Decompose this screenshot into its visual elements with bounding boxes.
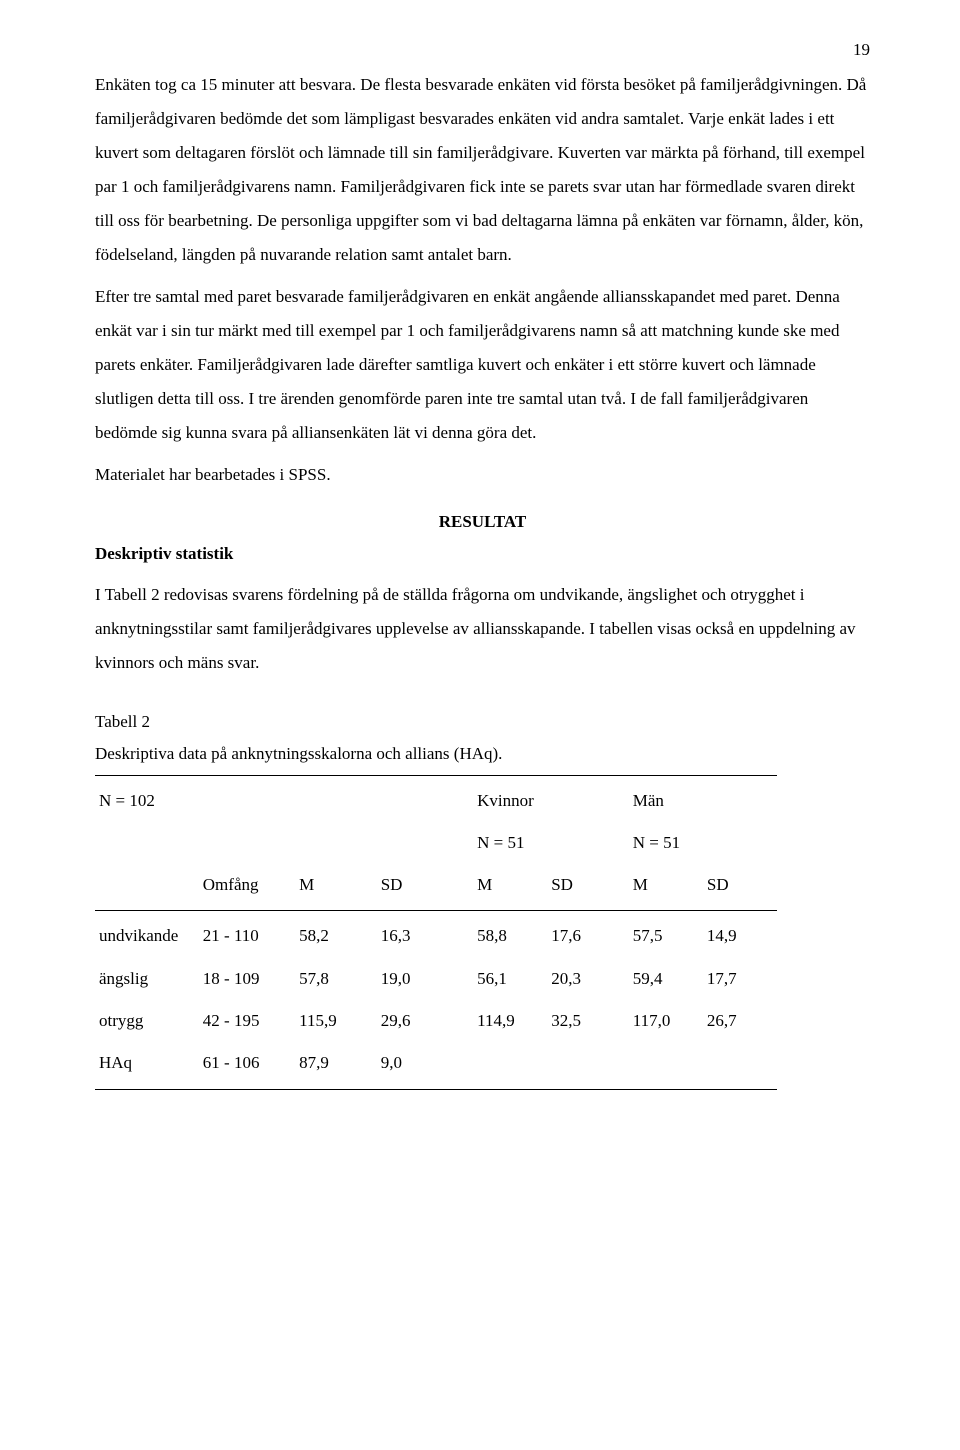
col-sd-women: SD [547,864,629,906]
row-mm: 57,5 [629,915,703,957]
row-sd: 16,3 [377,915,473,957]
row-range: 42 - 195 [199,1000,295,1042]
row-sd: 29,6 [377,1000,473,1042]
row-wm: 114,9 [473,1000,547,1042]
men-n: N = 51 [629,822,777,864]
table-block: Tabell 2 Deskriptiva data på anknytnings… [95,706,870,1090]
table-row: undvikande 21 - 110 58,2 16,3 58,8 17,6 … [95,915,777,957]
table-label: Tabell 2 [95,706,870,738]
paragraph-4: I Tabell 2 redovisas svarens fördelning … [95,578,870,680]
row-mm [629,1042,703,1084]
table-row: HAq 61 - 106 87,9 9,0 [95,1042,777,1084]
row-sd: 19,0 [377,958,473,1000]
row-sd: 9,0 [377,1042,473,1084]
row-mm: 59,4 [629,958,703,1000]
row-label: HAq [95,1042,199,1084]
table-header-row-1: N = 102 Kvinnor Män [95,780,777,822]
n-total: N = 102 [95,780,199,822]
data-table: N = 102 Kvinnor Män N = 51 N = 51 Omfång… [95,780,777,907]
row-wsd: 32,5 [547,1000,629,1042]
table-row: otrygg 42 - 195 115,9 29,6 114,9 32,5 11… [95,1000,777,1042]
men-label: Män [629,780,777,822]
row-msd: 17,7 [703,958,777,1000]
table-header-row-3: Omfång M SD M SD M SD [95,864,777,906]
paragraph-1: Enkäten tog ca 15 minuter att besvara. D… [95,68,870,272]
row-msd: 14,9 [703,915,777,957]
women-n: N = 51 [473,822,629,864]
col-m-total: M [295,864,377,906]
col-m-women: M [473,864,547,906]
paragraph-2: Efter tre samtal med paret besvarade fam… [95,280,870,450]
table-caption: Deskriptiva data på anknytningsskalorna … [95,738,870,770]
page: 19 Enkäten tog ca 15 minuter att besvara… [0,0,960,1134]
col-m-men: M [629,864,703,906]
row-m: 58,2 [295,915,377,957]
paragraph-3: Materialet har bearbetades i SPSS. [95,458,870,492]
row-mm: 117,0 [629,1000,703,1042]
heading-deskriptiv: Deskriptiv statistik [95,544,870,564]
row-label: undvikande [95,915,199,957]
row-m: 57,8 [295,958,377,1000]
col-sd-men: SD [703,864,777,906]
row-range: 21 - 110 [199,915,295,957]
table-header-row-2: N = 51 N = 51 [95,822,777,864]
table-rule-mid [95,910,777,911]
row-wsd [547,1042,629,1084]
table-row: ängslig 18 - 109 57,8 19,0 56,1 20,3 59,… [95,958,777,1000]
row-wm: 58,8 [473,915,547,957]
data-table-body: undvikande 21 - 110 58,2 16,3 58,8 17,6 … [95,915,777,1084]
col-range: Omfång [199,864,295,906]
row-msd [703,1042,777,1084]
table-rule-bottom [95,1089,777,1090]
row-m: 115,9 [295,1000,377,1042]
row-range: 18 - 109 [199,958,295,1000]
page-number: 19 [95,40,870,60]
row-label: otrygg [95,1000,199,1042]
row-wsd: 17,6 [547,915,629,957]
row-range: 61 - 106 [199,1042,295,1084]
row-m: 87,9 [295,1042,377,1084]
row-msd: 26,7 [703,1000,777,1042]
table-rule-top [95,775,777,776]
row-wm: 56,1 [473,958,547,1000]
row-wm [473,1042,547,1084]
heading-resultat: RESULTAT [95,512,870,532]
row-wsd: 20,3 [547,958,629,1000]
row-label: ängslig [95,958,199,1000]
women-label: Kvinnor [473,780,629,822]
col-sd-total: SD [377,864,473,906]
